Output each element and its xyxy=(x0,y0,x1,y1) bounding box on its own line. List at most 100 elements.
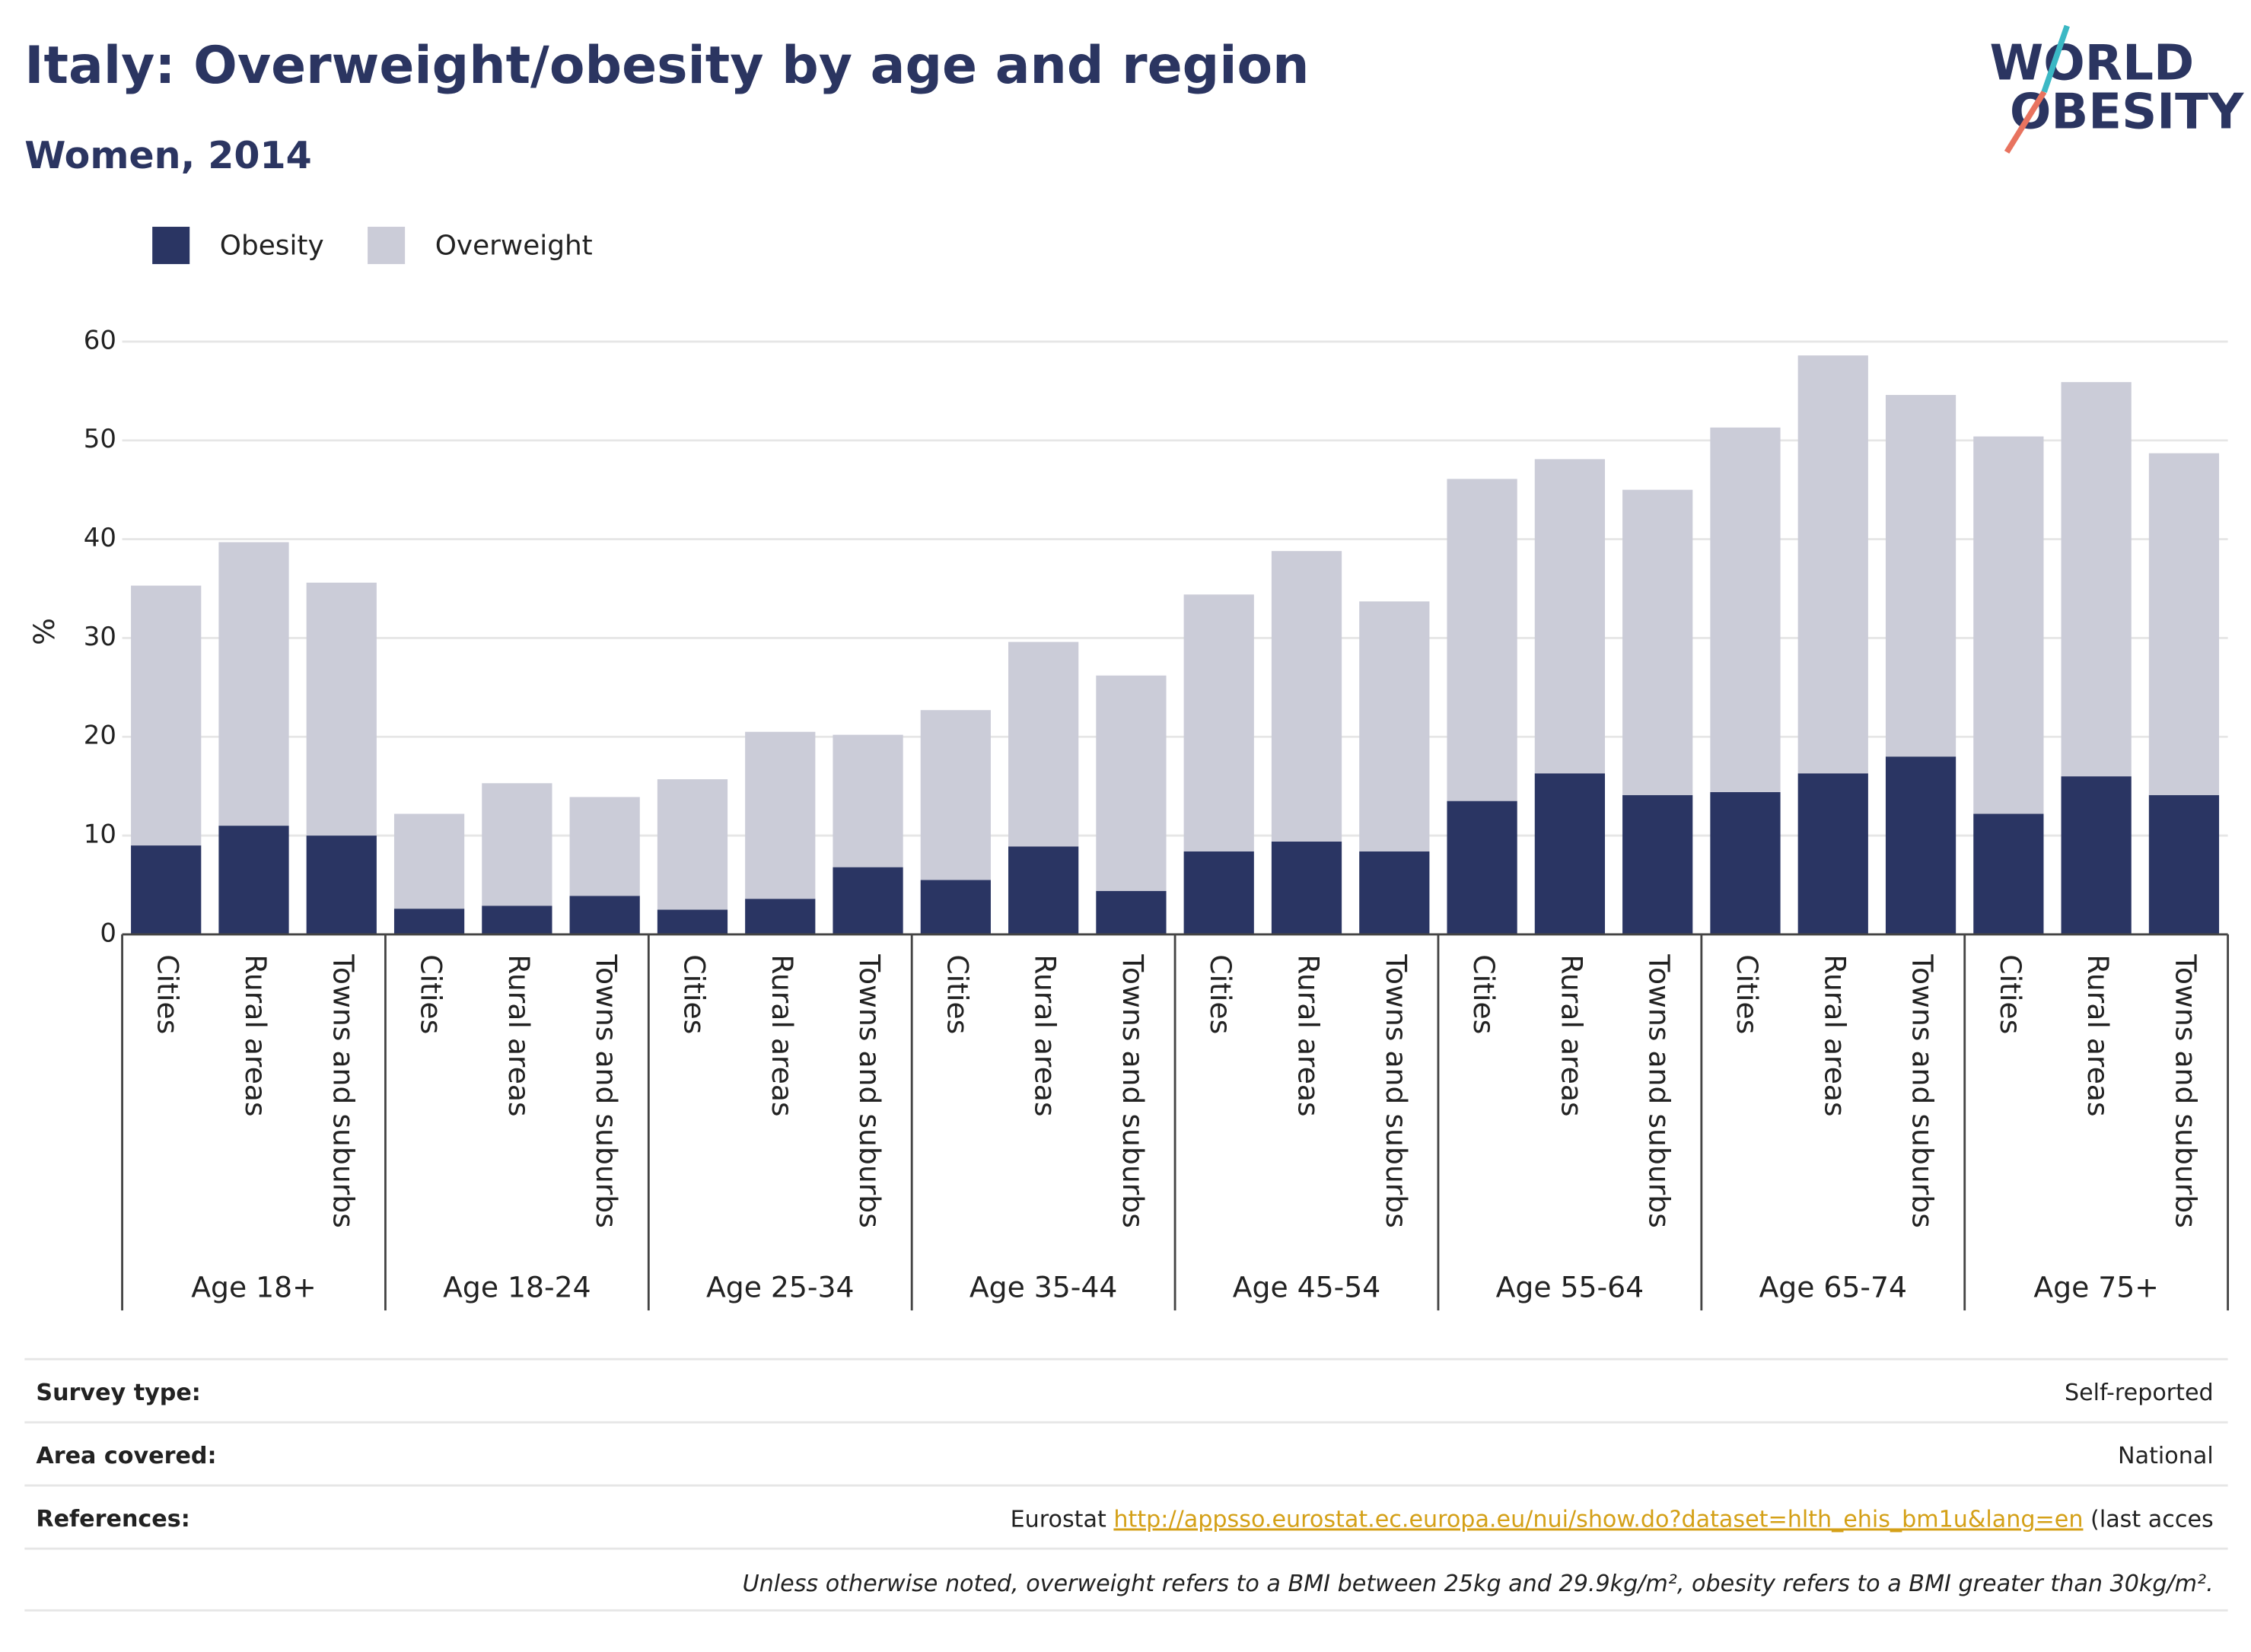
x-tick-label: Towns and suburbs xyxy=(590,953,623,1228)
logo-slash xyxy=(2041,24,2070,93)
x-tick-label: Towns and suburbs xyxy=(2169,953,2202,1228)
y-axis-label: % xyxy=(27,618,61,645)
x-tick-label: Rural areas xyxy=(766,954,799,1116)
bar-segment xyxy=(1447,479,1517,801)
legend-swatch xyxy=(152,227,190,265)
bar-segment xyxy=(569,896,640,934)
x-tick-label: Cities xyxy=(1204,954,1237,1034)
footer-label: Area covered: xyxy=(36,1443,216,1469)
group-label: Age 65-74 xyxy=(1759,1270,1907,1303)
logo-text: OBESITY xyxy=(2010,83,2245,140)
bar-segment xyxy=(833,867,903,934)
bar-segment xyxy=(393,813,465,909)
x-tick-label: Rural areas xyxy=(502,954,536,1116)
chart-subtitle: Women, 2014 xyxy=(24,133,311,177)
legend-swatch xyxy=(368,227,406,265)
bar-segment xyxy=(131,845,202,934)
logo-text: WORLD xyxy=(1989,34,2194,91)
bar-segment xyxy=(2061,776,2132,934)
group-label: Age 35-44 xyxy=(969,1270,1118,1303)
group-label: Age 18+ xyxy=(191,1270,317,1303)
y-tick-label: 30 xyxy=(84,622,116,652)
footer-label: References: xyxy=(36,1506,189,1533)
bar-segment xyxy=(131,585,202,846)
reference-link[interactable]: http://appsso.eurostat.ec.europa.eu/nui/… xyxy=(1113,1506,2083,1533)
y-tick-label: 40 xyxy=(84,523,116,553)
bar-segment xyxy=(1359,601,1430,851)
bar-segment xyxy=(1096,890,1167,934)
x-tick-label: Cities xyxy=(677,954,711,1034)
x-tick-label: Towns and suburbs xyxy=(326,953,360,1228)
group-label: Age 75+ xyxy=(2033,1270,2159,1303)
legend-label: Overweight xyxy=(435,230,593,261)
bar-segment xyxy=(920,880,991,934)
x-tick-label: Rural areas xyxy=(1292,954,1326,1116)
x-tick-label: Rural areas xyxy=(1029,954,1062,1116)
bar-segment xyxy=(1973,436,2044,814)
x-tick-label: Cities xyxy=(415,954,448,1034)
bar-segment xyxy=(1271,551,1342,842)
y-tick-label: 60 xyxy=(84,325,116,355)
y-tick-label: 50 xyxy=(84,424,116,454)
bar-segment xyxy=(745,731,816,899)
bar-segment xyxy=(1622,794,1693,934)
bar-segment xyxy=(1534,459,1606,774)
chart-title: Italy: Overweight/obesity by age and reg… xyxy=(24,36,1309,96)
bar-segment xyxy=(1534,773,1606,934)
x-tick-label: Rural areas xyxy=(1555,954,1588,1116)
bar-segment xyxy=(920,710,991,880)
bar-segment xyxy=(306,836,377,934)
bar-segment xyxy=(1622,489,1693,795)
bar-segment xyxy=(1183,594,1254,851)
bar-segment xyxy=(393,909,465,934)
group-label: Age 55-64 xyxy=(1496,1270,1644,1303)
x-tick-label: Towns and suburbs xyxy=(1116,953,1150,1228)
bar-segment xyxy=(1183,851,1254,934)
bar-segment xyxy=(2061,382,2132,777)
bar-segment xyxy=(1973,813,2044,934)
x-tick-label: Towns and suburbs xyxy=(1906,953,1940,1228)
footer-value: Eurostat http://appsso.eurostat.ec.europ… xyxy=(1011,1506,2214,1533)
bar-segment xyxy=(745,899,816,934)
reference-source: Eurostat xyxy=(1011,1506,1106,1533)
bar-segment xyxy=(1797,773,1868,934)
y-tick-label: 10 xyxy=(84,820,116,850)
bar-segment xyxy=(1359,851,1430,934)
group-label: Age 18-24 xyxy=(443,1270,591,1303)
bar-segment xyxy=(1710,791,1781,934)
footer-note: Unless otherwise noted, overweight refer… xyxy=(743,1571,2214,1597)
y-tick-label: 0 xyxy=(100,918,116,948)
bar-segment xyxy=(2148,794,2220,934)
legend-label: Obesity xyxy=(220,230,324,261)
bar-segment xyxy=(218,542,289,826)
bar-segment xyxy=(1447,801,1517,934)
logo-slash xyxy=(2004,90,2047,154)
x-tick-label: Towns and suburbs xyxy=(1380,953,1413,1228)
bar-segment xyxy=(1096,675,1167,891)
bar-segment xyxy=(1797,355,1868,774)
x-tick-label: Rural areas xyxy=(1818,954,1851,1116)
footer-label: Survey type: xyxy=(36,1380,201,1406)
bar-segment xyxy=(482,906,552,934)
x-tick-label: Rural areas xyxy=(2081,954,2115,1116)
footer-value: National xyxy=(2118,1443,2214,1469)
x-tick-label: Cities xyxy=(941,954,974,1034)
bar-segment xyxy=(569,797,640,896)
x-tick-label: Towns and suburbs xyxy=(1643,953,1676,1228)
bar-segment xyxy=(1710,427,1781,792)
bar-segment xyxy=(657,779,728,910)
bar-segment xyxy=(218,826,289,934)
bar-segment xyxy=(1271,841,1342,934)
bar-segment xyxy=(482,783,552,906)
bar-segment xyxy=(1008,846,1079,934)
bar-segment xyxy=(1885,756,1956,934)
x-tick-label: Towns and suburbs xyxy=(853,953,887,1228)
bar-segment xyxy=(2148,453,2220,795)
x-tick-label: Cities xyxy=(1730,954,1764,1034)
reference-rest: (last acces xyxy=(2090,1506,2214,1533)
bar-segment xyxy=(657,909,728,934)
x-tick-label: Cities xyxy=(1994,954,2027,1034)
x-tick-label: Cities xyxy=(1467,954,1501,1034)
